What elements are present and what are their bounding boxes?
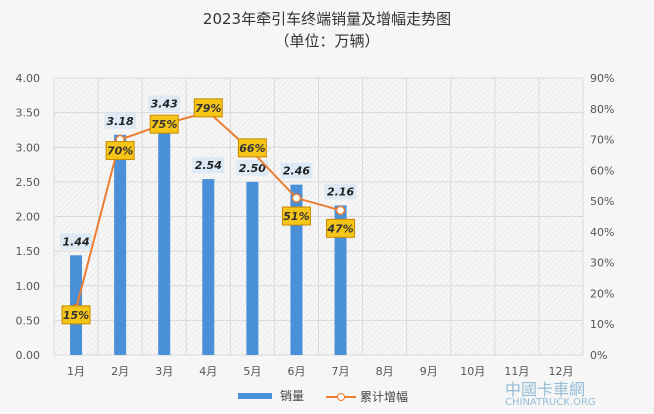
left-tick-label: 3.50 [16,107,41,120]
legend-bar-label: 销量 [280,389,304,403]
line-point [291,193,302,203]
left-tick-label: 3.00 [16,141,41,154]
right-tick-label: 50% [590,195,614,208]
bar [114,134,127,355]
right-tick-label: 70% [590,134,614,147]
chart-subtitle: （单位：万辆） [274,32,380,50]
right-tick-label: 30% [590,257,614,270]
x-tick-label: 2月 [111,365,129,378]
line-data-label: 47% [326,222,353,235]
x-tick-label: 7月 [332,365,350,378]
line-data-label: 51% [283,210,309,223]
line-label-bg [193,98,223,118]
x-tick-label: 4月 [199,365,217,378]
line-label-bg [105,141,135,161]
right-tick-label: 90% [590,72,614,85]
line-data-label: 15% [63,309,89,322]
bar-data-label: 3.43 [151,97,178,110]
right-tick-label: 10% [590,318,614,331]
x-tick-label: 3月 [155,365,173,378]
bar-label-bg [236,159,269,176]
bar [246,181,259,355]
bar-label-bg [148,95,181,112]
left-tick-label: 4.00 [16,72,41,85]
left-tick-label: 2.00 [16,211,41,224]
line-label-bg [326,218,356,238]
left-tick-label: 0.00 [16,349,41,362]
line-label-bg [281,206,311,226]
x-tick-label: 9月 [420,365,438,378]
left-tick-label: 0.50 [16,314,41,327]
chart-title: 2023年牵引车终端销量及增幅走势图 [202,10,452,28]
bar-label-bg [60,233,93,250]
right-tick-label: 0% [590,349,607,362]
right-tick-label: 20% [590,287,614,300]
bar-label-bg [324,183,357,200]
bar [158,117,171,355]
right-tick-label: 80% [590,103,614,116]
bar-data-label: 2.50 [239,162,266,175]
line-data-label: 70% [107,145,133,158]
x-tick-label: 6月 [287,365,305,378]
legend-line-marker [337,393,345,401]
bar-data-label: 2.16 [327,185,354,198]
line-label-bg [237,138,267,158]
bar [334,205,347,355]
bar-label-bg [104,112,137,129]
legend-line-label: 累计增幅 [360,389,408,404]
right-tick-label: 60% [590,164,614,177]
x-tick-label: 1月 [67,365,85,378]
bar-data-label: 1.44 [62,235,89,248]
legend-bar-swatch [238,393,272,399]
bar [290,184,303,355]
left-tick-label: 1.00 [16,280,41,293]
bar-data-label: 3.18 [107,115,134,128]
x-tick-label: 10月 [460,365,485,378]
left-tick-label: 2.50 [16,176,41,189]
x-tick-label: 5月 [243,365,261,378]
line-label-bg [61,305,91,325]
line-point [335,205,346,216]
bar-data-label: 2.54 [195,159,222,172]
watermark-logo: 中國卡車網 CHINATRUCK.ORG [505,380,596,408]
right-tick-label: 40% [590,226,614,239]
bar-label-bg [192,157,225,174]
left-tick-label: 1.50 [16,245,41,258]
bar-label-bg [280,162,313,179]
line-label-bg [149,114,179,134]
line-data-label: 79% [195,102,221,115]
x-tick-label: 12月 [548,365,573,378]
x-tick-label: 11月 [504,365,529,378]
bar [202,179,215,355]
x-tick-label: 8月 [376,365,394,378]
bar-data-label: 2.46 [283,165,310,178]
line-data-label: 75% [151,118,177,131]
line-data-label: 66% [239,142,265,155]
